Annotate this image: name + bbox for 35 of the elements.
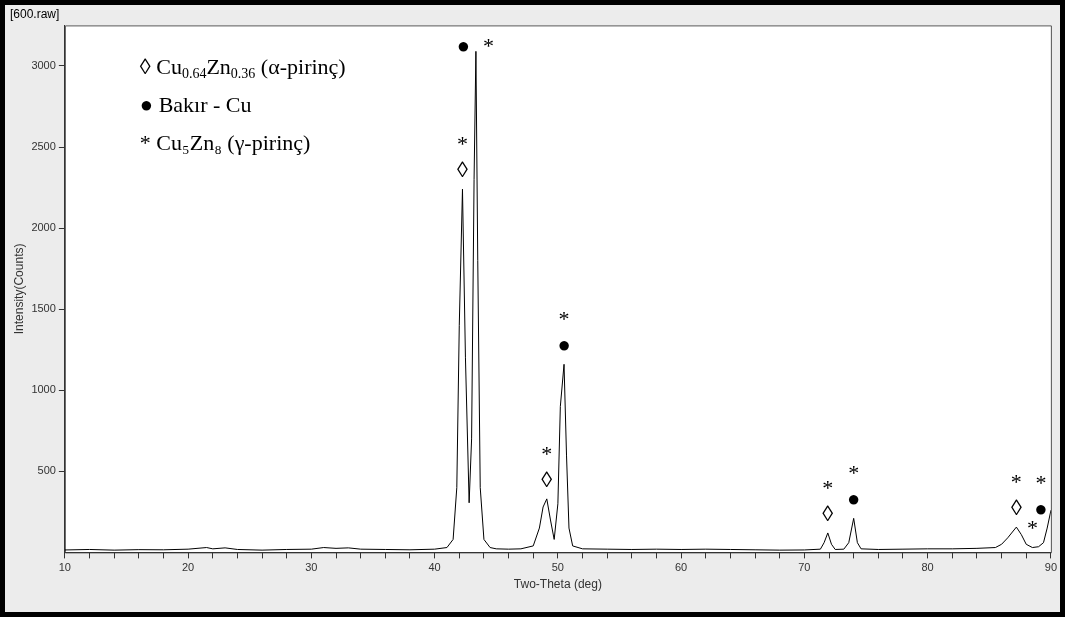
annotation: ◊: [1010, 494, 1022, 520]
annotation: *: [456, 130, 468, 156]
y-tick-label: 500: [37, 464, 56, 477]
x-tick-label: 70: [798, 561, 811, 574]
x-tick-label: 60: [675, 561, 688, 574]
annotation: * Cu₅Zn₈ (γ-pirinç): [139, 130, 311, 156]
annotation: *: [558, 306, 570, 332]
annotation: ◊: [822, 500, 834, 526]
x-tick-label: 20: [182, 561, 195, 574]
x-tick-label: 90: [1044, 561, 1058, 574]
annotation: *: [848, 460, 860, 486]
annotation: ◊: [457, 156, 469, 182]
annotation: ◊: [541, 466, 553, 492]
y-tick-label: 3000: [31, 58, 56, 71]
annotation: ● Bakır - Cu: [139, 92, 252, 118]
annotation: ●: [557, 332, 571, 358]
annotation: ●: [847, 486, 861, 512]
annotation: *: [483, 33, 495, 59]
x-tick-label: 10: [58, 561, 71, 574]
y-axis-title: Intensity(Counts): [11, 243, 26, 335]
chart-title: [600.raw]: [10, 6, 60, 21]
annotation: ●: [456, 33, 470, 59]
x-tick-label: 40: [428, 561, 441, 574]
y-tick-label: 1500: [31, 302, 56, 315]
y-tick-label: 1000: [31, 383, 56, 396]
y-tick-label: 2500: [31, 140, 56, 153]
x-tick-label: 50: [551, 561, 564, 574]
x-axis-title: Two-Theta (deg): [513, 577, 602, 592]
annotation: *: [1035, 469, 1047, 495]
y-tick-label: 2000: [31, 221, 56, 234]
annotation: *: [822, 474, 834, 500]
annotation: *: [541, 440, 553, 466]
x-tick-label: 30: [305, 561, 318, 574]
x-tick-label: 80: [921, 561, 934, 574]
annotation: *: [1010, 468, 1022, 494]
